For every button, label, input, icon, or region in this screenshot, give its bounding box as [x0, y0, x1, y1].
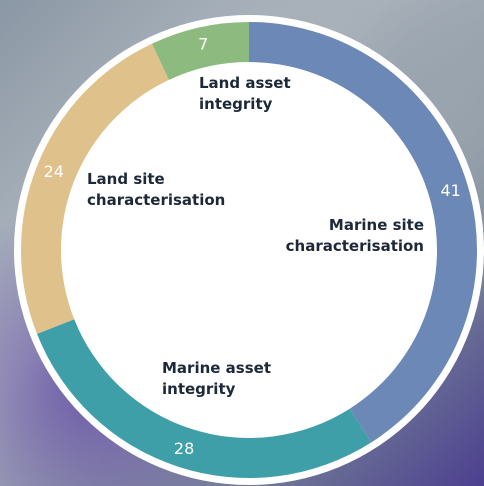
chart: 41 28 24 7 Marine site characterisation Mari… [0, 0, 484, 486]
value-label: 28 [174, 439, 194, 458]
value-label: 7 [198, 35, 208, 54]
category-label: Marine site characterisation [272, 215, 424, 257]
value-label: 41 [440, 181, 460, 200]
category-label: Land asset integrity [199, 73, 309, 115]
category-label: Land site characterisation [87, 169, 247, 211]
category-label: Marine asset integrity [162, 358, 322, 400]
value-label: 24 [44, 162, 64, 181]
